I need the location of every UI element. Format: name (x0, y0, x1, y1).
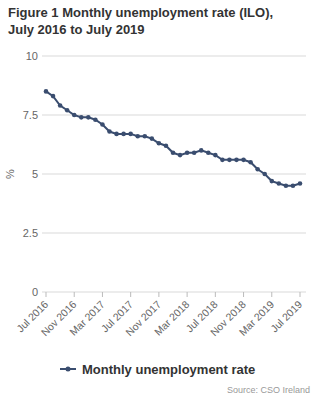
point (171, 150, 176, 155)
x-tick-label: Mar 2017 (67, 298, 107, 338)
point (199, 148, 204, 153)
x-tick-label: Mar 2019 (236, 298, 276, 338)
point (58, 103, 63, 108)
x-tick (74, 292, 75, 297)
point (86, 115, 91, 120)
x-tick (215, 292, 216, 297)
point (150, 136, 155, 141)
point (291, 184, 296, 189)
y-tick-label: 10 (26, 50, 38, 62)
y-tick-label: 0 (32, 286, 38, 298)
point (164, 143, 169, 148)
plot-area (44, 89, 303, 188)
x-tick (187, 292, 188, 297)
point (220, 158, 225, 163)
x-tick-label: Jul 2019 (268, 298, 305, 335)
x-tick (102, 292, 103, 297)
point (51, 94, 56, 99)
x-tick (271, 292, 272, 297)
x-tick (130, 292, 131, 297)
chart: Figure 1 Monthly unemployment rate (ILO)… (0, 0, 320, 400)
grid-line (42, 292, 306, 293)
point (79, 115, 84, 120)
point (248, 160, 253, 165)
point (241, 158, 246, 163)
point (157, 141, 162, 146)
point (262, 172, 267, 177)
grid-line (42, 56, 306, 57)
point (44, 89, 49, 94)
point (298, 181, 303, 186)
point (65, 108, 70, 113)
y-tick-label: 2.5 (23, 227, 38, 239)
title: Figure 1 Monthly unemployment rate (ILO)… (8, 5, 273, 37)
point (107, 129, 112, 134)
series-line (46, 91, 300, 185)
point (206, 150, 211, 155)
y-tick-label: 5 (32, 168, 38, 180)
source: Source: CSO Ireland (227, 385, 310, 395)
point (185, 150, 190, 155)
point (269, 179, 274, 184)
point (142, 134, 147, 139)
x-tick-label: Mar 2018 (152, 298, 192, 338)
point (192, 150, 197, 155)
point (234, 158, 239, 163)
point (227, 158, 232, 163)
x-tick (158, 292, 159, 297)
y-axis-label: % (4, 169, 16, 179)
point (128, 132, 133, 137)
point (277, 181, 282, 186)
y-tick-label: 7.5 (23, 109, 38, 121)
point (255, 167, 260, 172)
point (114, 132, 119, 137)
point (93, 117, 98, 122)
x-tick (243, 292, 244, 297)
legend-label: Monthly unemployment rate (82, 362, 255, 377)
legend-marker (66, 367, 71, 372)
grid-line (42, 233, 306, 234)
x-tick (300, 292, 301, 297)
point (72, 113, 77, 118)
point (284, 184, 289, 189)
point (135, 134, 140, 139)
point (121, 132, 126, 137)
point (213, 153, 218, 158)
point (178, 153, 183, 158)
point (100, 122, 105, 127)
x-tick (46, 292, 47, 297)
